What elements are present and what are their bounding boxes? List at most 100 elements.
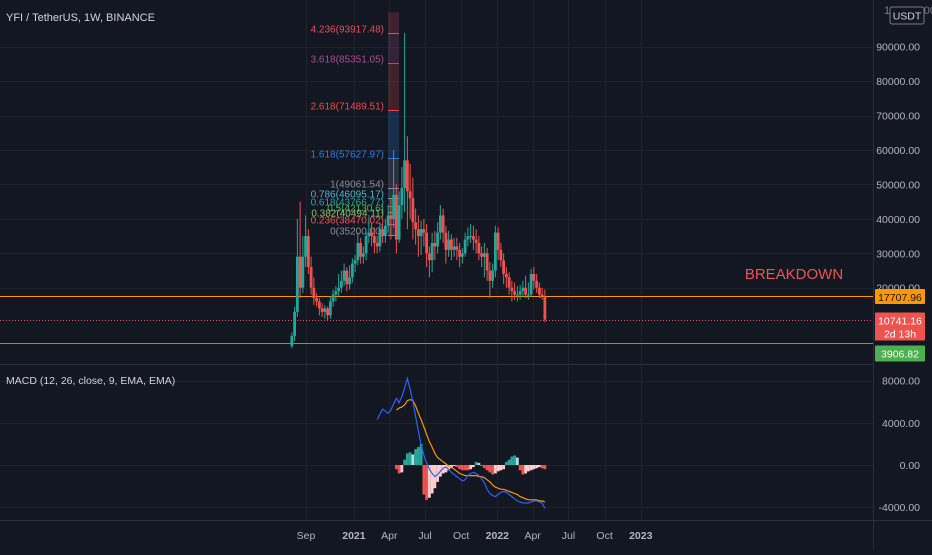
current-price-label-text: 10741.16 — [878, 316, 922, 328]
candle-body — [350, 263, 354, 278]
candle — [515, 286, 519, 302]
candle — [474, 229, 478, 254]
candle — [293, 306, 297, 342]
candle-body — [361, 253, 365, 257]
macd-histogram-bar — [458, 465, 462, 470]
candle-body — [331, 294, 335, 302]
candle — [367, 217, 371, 243]
candle — [510, 280, 514, 302]
candle-body — [455, 246, 459, 250]
candle-body — [381, 229, 385, 237]
macd-pane — [376, 376, 547, 509]
candle-body — [510, 287, 514, 292]
price-tick-label: 90000.00 — [876, 42, 920, 54]
candle-body — [529, 273, 533, 295]
fib-level-label: 4.236(93917.48) — [311, 25, 384, 36]
macd-histogram-bar — [529, 465, 533, 471]
candle — [430, 232, 434, 273]
macd-histogram-bar — [510, 456, 514, 465]
support-price-label-bg — [875, 345, 925, 362]
time-axis-label: Apr — [525, 530, 542, 542]
candle-body — [447, 239, 451, 250]
resistance-price-label-text: 17707.96 — [878, 292, 922, 304]
candle-body — [306, 236, 310, 268]
candle-body — [469, 236, 473, 238]
candle — [323, 304, 327, 319]
candle — [466, 227, 470, 247]
candle — [381, 224, 385, 243]
candlestick-series — [290, 32, 547, 349]
candle — [403, 32, 407, 212]
candle — [471, 225, 475, 250]
candle-body — [444, 232, 448, 250]
macd-axis[interactable]: 8000.00 4000.00 0.00 -4000.00 — [879, 376, 921, 515]
candle — [482, 242, 486, 278]
candle-body — [392, 194, 396, 219]
candle-body — [315, 298, 319, 302]
candle-body — [466, 236, 470, 240]
candle — [353, 255, 357, 273]
candle — [375, 236, 379, 254]
fib-zone — [388, 33, 399, 63]
candle — [331, 289, 335, 307]
price-tick-label: 40000.00 — [876, 214, 920, 226]
candle — [535, 273, 539, 293]
candle-body — [309, 267, 313, 288]
candle-body — [403, 160, 407, 188]
macd-histogram-bar — [416, 447, 420, 465]
macd-title[interactable]: MACD (12, 26, close, 9, EMA, EMA) — [6, 375, 175, 387]
macd-histogram-bar — [452, 465, 456, 467]
currency-badge[interactable] — [889, 6, 925, 25]
candle-body — [356, 242, 360, 261]
candle-body — [471, 236, 475, 240]
candle — [290, 332, 294, 349]
candle — [532, 267, 536, 290]
candle-body — [389, 215, 393, 219]
macd-histogram-bar — [504, 461, 508, 465]
level-lines[interactable] — [0, 296, 873, 344]
symbol-title[interactable]: YFI / TetherUS, 1W, BINANCE — [6, 12, 155, 24]
candle-body — [513, 291, 517, 295]
resistance-price-label-bg — [875, 289, 925, 304]
fib-level-label: 1.618(57627.97) — [311, 150, 384, 161]
macd-histogram-bar — [540, 465, 544, 469]
candle — [540, 287, 544, 300]
support-price-label[interactable]: 3906.82 — [875, 345, 925, 362]
candle — [328, 296, 332, 319]
price-tick-label: 80000.00 — [876, 76, 920, 88]
candle — [345, 267, 349, 292]
candle — [419, 220, 423, 256]
candle — [342, 263, 346, 287]
fib-level-label: 1(49061.54) — [330, 180, 384, 191]
candle-body — [458, 249, 462, 257]
candle-body — [370, 232, 374, 237]
candle — [526, 282, 530, 300]
candle-body — [304, 236, 308, 257]
candle-body — [537, 287, 541, 295]
candle — [337, 273, 341, 297]
candle-body — [348, 277, 352, 285]
candle — [504, 267, 508, 288]
candle — [301, 236, 305, 293]
candle-body — [430, 242, 434, 261]
candle-body — [460, 253, 464, 257]
candle-body — [367, 232, 371, 237]
macd-histogram-bar — [419, 443, 423, 465]
macd-histogram-bar — [524, 465, 528, 474]
macd-histogram-bar — [455, 465, 459, 468]
candle — [295, 218, 299, 317]
breakdown-annotation[interactable]: BREAKDOWN — [745, 266, 843, 283]
candle — [386, 205, 390, 233]
macd-histogram-bar — [488, 465, 492, 473]
candle-body — [477, 242, 481, 254]
candle — [460, 248, 464, 264]
resistance-price-label[interactable]: 17707.96 — [875, 289, 925, 304]
candle-body — [515, 294, 519, 296]
macd-histogram-bar — [507, 459, 511, 465]
fib-level-label: 0.618(43766.77) — [311, 198, 384, 209]
candle — [411, 177, 415, 240]
macd-histogram-bar — [436, 465, 440, 482]
time-axis[interactable]: Sep 2021 Apr Jul Oct 2022 Apr Jul Oct 2023 — [297, 530, 653, 542]
candle — [524, 275, 528, 299]
